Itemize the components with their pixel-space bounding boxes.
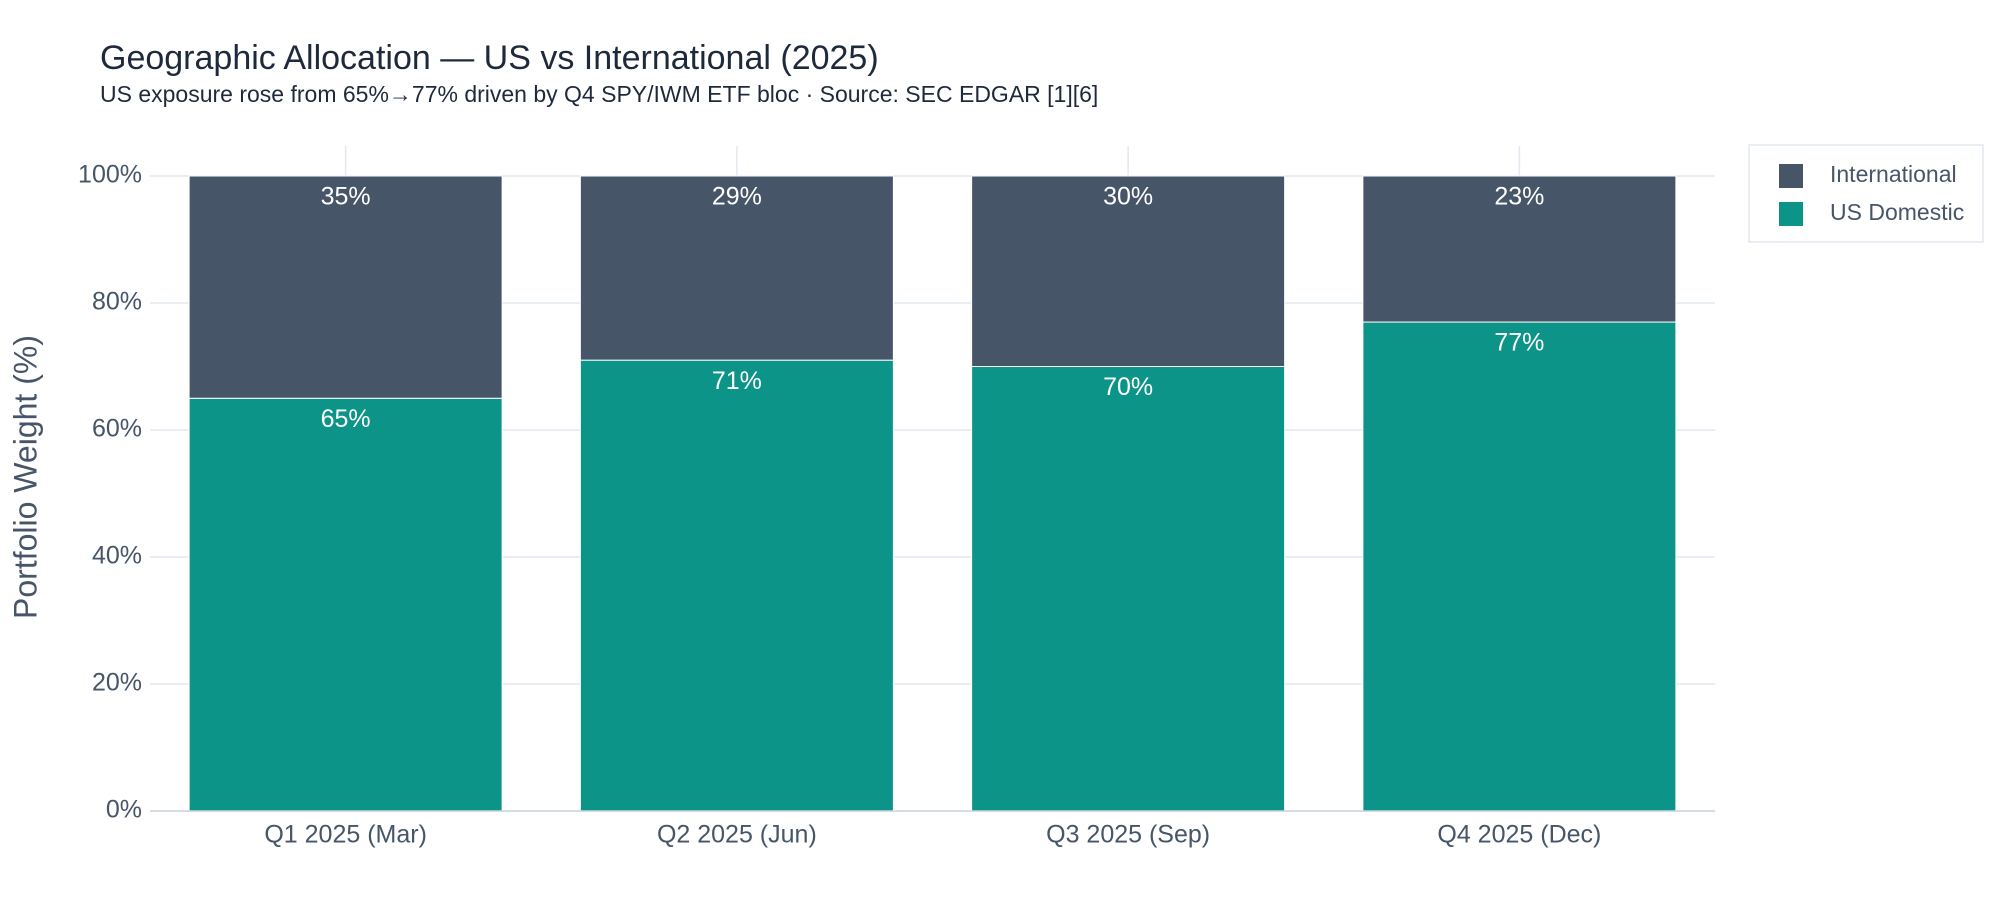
bar-segment [188, 175, 503, 399]
chart-title: Geographic Allocation — US vs Internatio… [100, 39, 879, 77]
value-label: 65% [321, 405, 371, 433]
y-tick-label: 80% [92, 288, 142, 316]
y-tick-label: 20% [92, 669, 142, 697]
bar-segment [579, 359, 894, 812]
legend-box [1748, 144, 1984, 243]
bar-segment [1362, 321, 1677, 812]
legend-label: US Domestic [1830, 199, 1964, 225]
y-tick-label: 0% [106, 796, 142, 824]
y-tick-label: 60% [92, 415, 142, 443]
legend-label: International [1830, 161, 1957, 187]
x-tick-label: Q1 2025 (Mar) [264, 821, 427, 849]
value-label: 35% [321, 183, 371, 211]
value-label: 71% [712, 367, 762, 395]
value-label: 30% [1103, 183, 1153, 211]
bar-segment [579, 175, 894, 361]
y-tick-label: 40% [92, 542, 142, 570]
y-axis-title: Portfolio Weight (%) [7, 335, 43, 619]
value-label: 23% [1494, 183, 1544, 211]
chart-subtitle: US exposure rose from 65%→77% driven by … [100, 81, 1098, 107]
bar-segment [1362, 175, 1677, 323]
x-tick-label: Q3 2025 (Sep) [1046, 821, 1210, 849]
y-tick-label: 100% [78, 161, 142, 189]
bar-segment [188, 397, 503, 812]
x-tick-label: Q4 2025 (Dec) [1437, 821, 1601, 849]
legend-swatch [1779, 202, 1803, 226]
bar-segment [971, 175, 1286, 367]
value-label: 77% [1494, 329, 1544, 357]
legend-swatch [1779, 164, 1803, 188]
x-tick-label: Q2 2025 (Jun) [657, 821, 817, 849]
value-label: 70% [1103, 373, 1153, 401]
bar-segment [971, 366, 1286, 812]
value-label: 29% [712, 183, 762, 211]
